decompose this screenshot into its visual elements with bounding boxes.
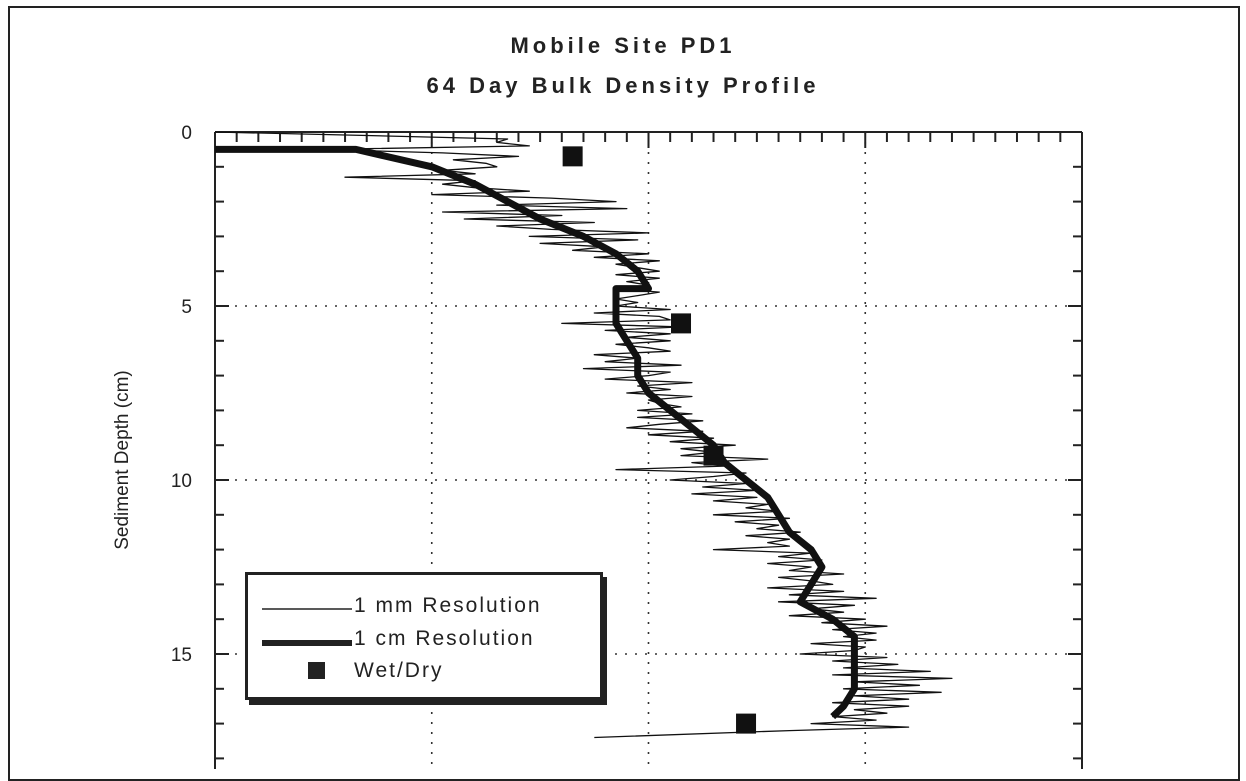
- legend-label-1cm: 1 cm Resolution: [354, 627, 535, 650]
- series-1cm-line: [215, 145, 858, 720]
- wetdry-point-0: [562, 146, 583, 167]
- square-marker-swatch: [308, 662, 325, 679]
- plot-area: [214, 131, 953, 739]
- series-1mm-line: [214, 131, 953, 739]
- legend-item-1cm: 1 cm Resolution: [248, 625, 598, 655]
- y-ticks: 0 5 10 15: [171, 123, 192, 666]
- y-tick-label: 15: [171, 645, 192, 666]
- chart-title: Mobile Site PD1: [510, 33, 736, 58]
- legend-item-wetdry: Wet/Dry: [248, 657, 598, 687]
- thick-line-swatch: [262, 640, 352, 646]
- chart-frame: [8, 6, 1240, 781]
- wetdry-point-2: [703, 445, 724, 466]
- wetdry-point-1: [671, 313, 692, 334]
- y-tick-label: 10: [171, 471, 192, 492]
- legend-item-1mm: 1 mm Resolution: [248, 592, 598, 622]
- y-tick-label: 5: [181, 297, 192, 318]
- wetdry-point-3: [736, 713, 757, 734]
- legend-label-1mm: 1 mm Resolution: [354, 594, 542, 617]
- y-axis-label: Sediment Depth (cm): [112, 370, 133, 550]
- axes: [214, 131, 1083, 769]
- y-tick-label: 0: [181, 123, 192, 144]
- chart-subtitle: 64 Day Bulk Density Profile: [426, 73, 820, 98]
- thin-line-swatch: [262, 608, 352, 610]
- legend-label-wetdry: Wet/Dry: [354, 659, 444, 682]
- legend: 1 mm Resolution 1 cm Resolution Wet/Dry: [245, 572, 603, 700]
